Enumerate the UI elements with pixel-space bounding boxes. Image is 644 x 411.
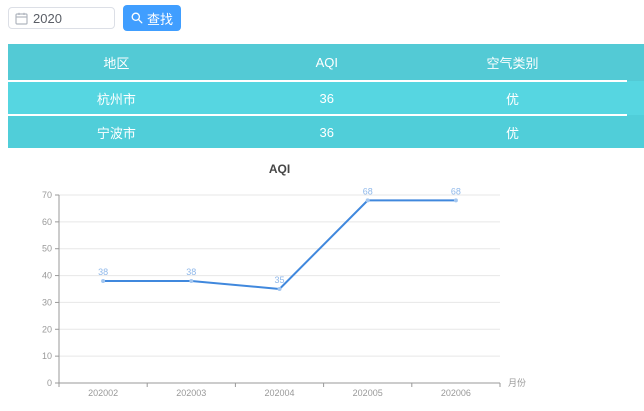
chart-y-tick-label: 40 bbox=[42, 271, 52, 281]
table-row: 宁波市 36 优 bbox=[8, 116, 627, 148]
chart-y-tick-label: 60 bbox=[42, 217, 52, 227]
cell-aqi: 36 bbox=[319, 90, 334, 106]
table-header-category: 空气类别 bbox=[486, 55, 539, 71]
search-button-label: 查找 bbox=[146, 11, 173, 27]
calendar-icon bbox=[15, 12, 28, 25]
search-button[interactable]: 查找 bbox=[123, 5, 181, 31]
chart-point bbox=[365, 198, 370, 203]
aqi-table: 地区 AQI 空气类别 杭州市 36 优 宁波市 36 优 bbox=[8, 44, 644, 148]
table-row: 杭州市 36 优 bbox=[8, 82, 627, 114]
table-scrollbar-gutter bbox=[627, 44, 644, 148]
chart-x-tick-label: 202002 bbox=[88, 388, 118, 398]
chart-data-label: 38 bbox=[98, 267, 108, 277]
chart-x-axis-name: 月份 bbox=[508, 377, 526, 388]
year-date-picker[interactable] bbox=[8, 7, 115, 29]
cell-region: 宁波市 bbox=[96, 125, 136, 141]
chart-data-label: 35 bbox=[274, 275, 284, 285]
chart-x-tick-label: 202003 bbox=[176, 388, 206, 398]
chart-x-tick-label: 202005 bbox=[353, 388, 383, 398]
chart-point bbox=[277, 287, 282, 291]
chart-data-label: 68 bbox=[363, 186, 373, 196]
chart-data-label: 38 bbox=[186, 267, 196, 277]
table-header-row: 地区 AQI 空气类别 bbox=[8, 44, 627, 80]
cell-region: 杭州市 bbox=[96, 91, 136, 107]
chart-point bbox=[189, 278, 194, 283]
chart-y-tick-label: 10 bbox=[42, 351, 52, 361]
chart-y-tick-label: 70 bbox=[42, 190, 52, 200]
cell-aqi: 36 bbox=[319, 124, 334, 140]
chart-point bbox=[101, 278, 106, 283]
cell-category: 优 bbox=[505, 125, 519, 141]
year-input[interactable] bbox=[33, 10, 108, 26]
cell-category: 优 bbox=[505, 91, 519, 107]
chart-y-tick-label: 50 bbox=[42, 244, 52, 254]
chart-point bbox=[453, 198, 458, 203]
chart-data-label: 68 bbox=[451, 186, 461, 196]
table-header-region: 地区 bbox=[103, 55, 130, 71]
search-bar: 查找 bbox=[0, 0, 644, 40]
chart-title: AQI bbox=[269, 162, 290, 176]
aqi-line-chart: AQI 0 10 20 30 40 50 60 70 202002 202003 202004 2020… bbox=[42, 162, 526, 398]
search-icon bbox=[131, 12, 143, 24]
chart-y-tick-label: 30 bbox=[42, 297, 52, 307]
chart-x-tick-label: 202004 bbox=[264, 388, 294, 398]
aqi-chart-container: AQI 0 10 20 30 40 50 60 70 202002 202003 202004 2020… bbox=[0, 155, 644, 411]
table-header-aqi: AQI bbox=[315, 54, 338, 70]
chart-x-tick-label: 202006 bbox=[441, 388, 471, 398]
chart-y-tick-label: 0 bbox=[47, 378, 52, 388]
chart-y-tick-label: 20 bbox=[42, 324, 52, 334]
